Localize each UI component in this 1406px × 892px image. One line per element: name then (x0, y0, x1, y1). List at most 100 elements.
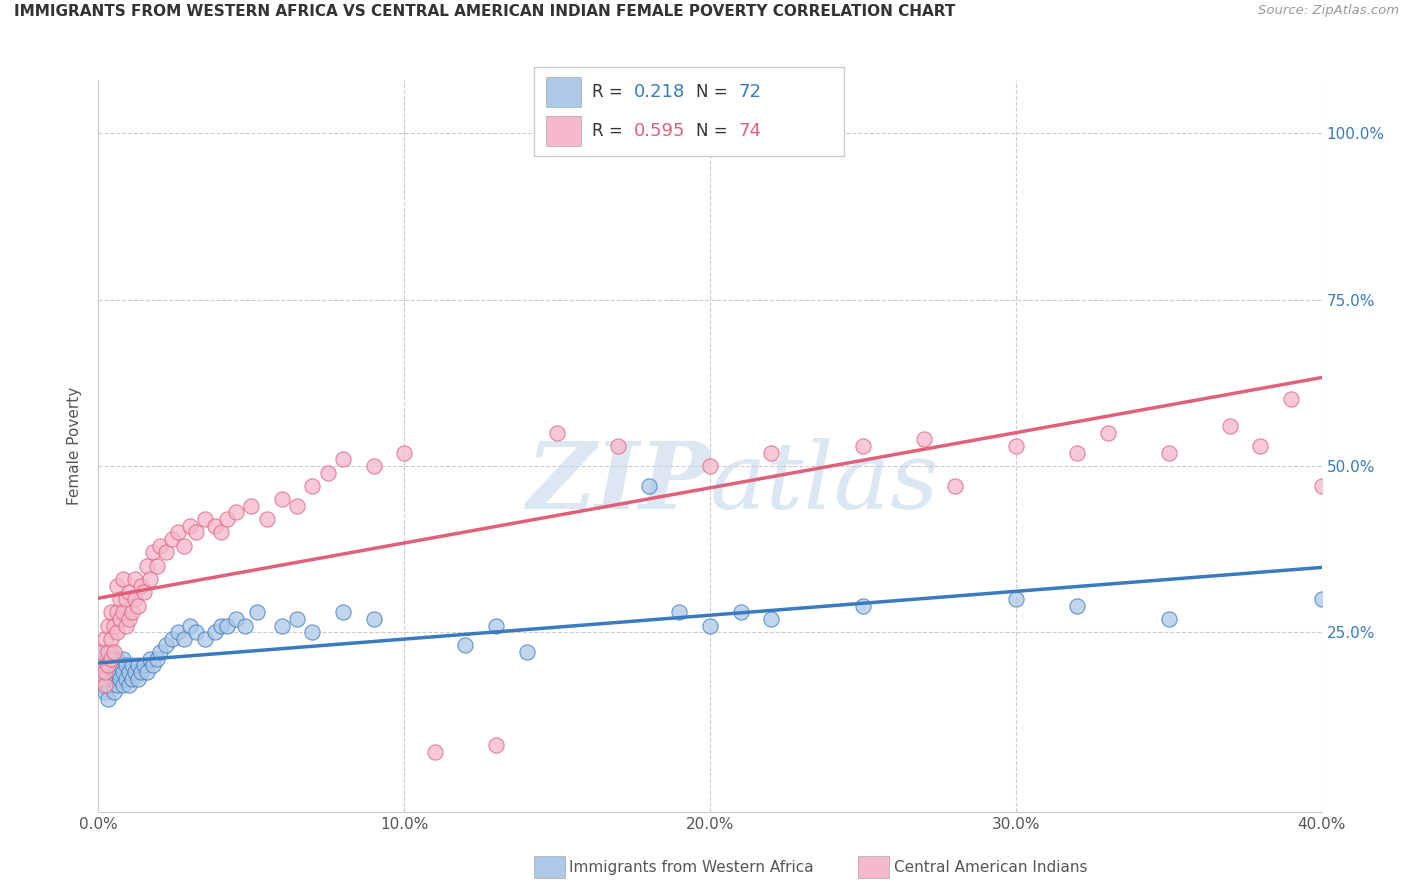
Point (145, 652, 167, 666)
Point (90, 658, 112, 673)
Point (1004, 591, 1026, 606)
Point (121, 658, 143, 673)
Point (173, 539, 195, 553)
Point (852, 599, 875, 613)
Point (423, 745, 446, 759)
Point (270, 492, 292, 507)
Point (100, 658, 122, 673)
Point (111, 652, 134, 666)
Point (149, 539, 172, 553)
Point (103, 658, 125, 673)
Point (93, 672, 115, 686)
Point (1310, 479, 1333, 493)
Point (194, 512, 217, 526)
Point (454, 639, 477, 653)
Point (204, 625, 226, 640)
Point (121, 605, 143, 619)
Point (167, 625, 190, 640)
Point (90, 645, 112, 659)
Point (111, 678, 134, 692)
Point (93, 632, 115, 646)
Point (103, 618, 125, 632)
Point (108, 591, 131, 606)
Point (1219, 419, 1241, 434)
Text: atlas: atlas (710, 438, 939, 527)
Point (105, 665, 128, 679)
Text: Source: ZipAtlas.com: Source: ZipAtlas.com (1258, 4, 1399, 18)
Point (97, 665, 120, 679)
Point (118, 585, 141, 599)
Point (1341, 173, 1364, 187)
Point (124, 572, 146, 586)
Point (127, 599, 149, 613)
Point (332, 605, 354, 619)
Point (186, 625, 208, 640)
Point (270, 618, 292, 632)
Point (485, 618, 508, 632)
Text: IMMIGRANTS FROM WESTERN AFRICA VS CENTRAL AMERICAN INDIAN FEMALE POVERTY CORRELA: IMMIGRANTS FROM WESTERN AFRICA VS CENTRA… (14, 4, 956, 20)
Point (115, 672, 138, 686)
Point (759, 612, 782, 626)
Point (699, 618, 721, 632)
Point (115, 658, 138, 673)
Point (111, 572, 134, 586)
Point (943, 479, 966, 493)
Point (301, 479, 323, 493)
Point (759, 445, 782, 459)
Point (546, 425, 568, 440)
Point (1157, 445, 1180, 459)
Point (105, 625, 128, 640)
Point (124, 665, 146, 679)
Point (240, 499, 263, 513)
Point (90, 672, 112, 686)
Point (1066, 599, 1088, 613)
Point (1157, 612, 1180, 626)
Point (100, 645, 122, 659)
Point (167, 525, 190, 540)
Point (111, 605, 134, 619)
Point (118, 612, 141, 626)
Point (225, 506, 247, 520)
Point (108, 612, 131, 626)
Point (97, 658, 120, 673)
Point (93, 665, 115, 679)
Point (121, 672, 143, 686)
Point (285, 499, 308, 513)
Point (108, 658, 131, 673)
Point (118, 665, 141, 679)
Point (108, 672, 131, 686)
Point (97, 618, 120, 632)
Point (129, 579, 152, 593)
Point (516, 645, 538, 659)
Point (124, 591, 146, 606)
Text: 0.595: 0.595 (634, 122, 686, 140)
Point (160, 532, 183, 546)
Point (209, 525, 232, 540)
Point (127, 672, 149, 686)
Point (105, 652, 128, 666)
Point (139, 652, 162, 666)
Point (852, 439, 875, 453)
Point (90, 665, 112, 679)
Point (194, 632, 217, 646)
Point (912, 433, 935, 447)
Point (100, 672, 122, 686)
Point (149, 645, 172, 659)
Point (285, 612, 308, 626)
Point (115, 618, 138, 632)
Point (225, 612, 247, 626)
Point (97, 691, 120, 706)
Point (607, 439, 630, 453)
Y-axis label: Female Poverty: Female Poverty (67, 387, 83, 505)
Point (233, 618, 256, 632)
Point (209, 618, 232, 632)
Text: Central American Indians: Central American Indians (894, 860, 1088, 874)
Point (179, 618, 201, 632)
Point (105, 678, 128, 692)
Point (637, 479, 661, 493)
Text: 72: 72 (738, 83, 761, 101)
Point (118, 678, 141, 692)
Point (142, 545, 165, 559)
Point (215, 512, 238, 526)
Point (668, 605, 690, 619)
